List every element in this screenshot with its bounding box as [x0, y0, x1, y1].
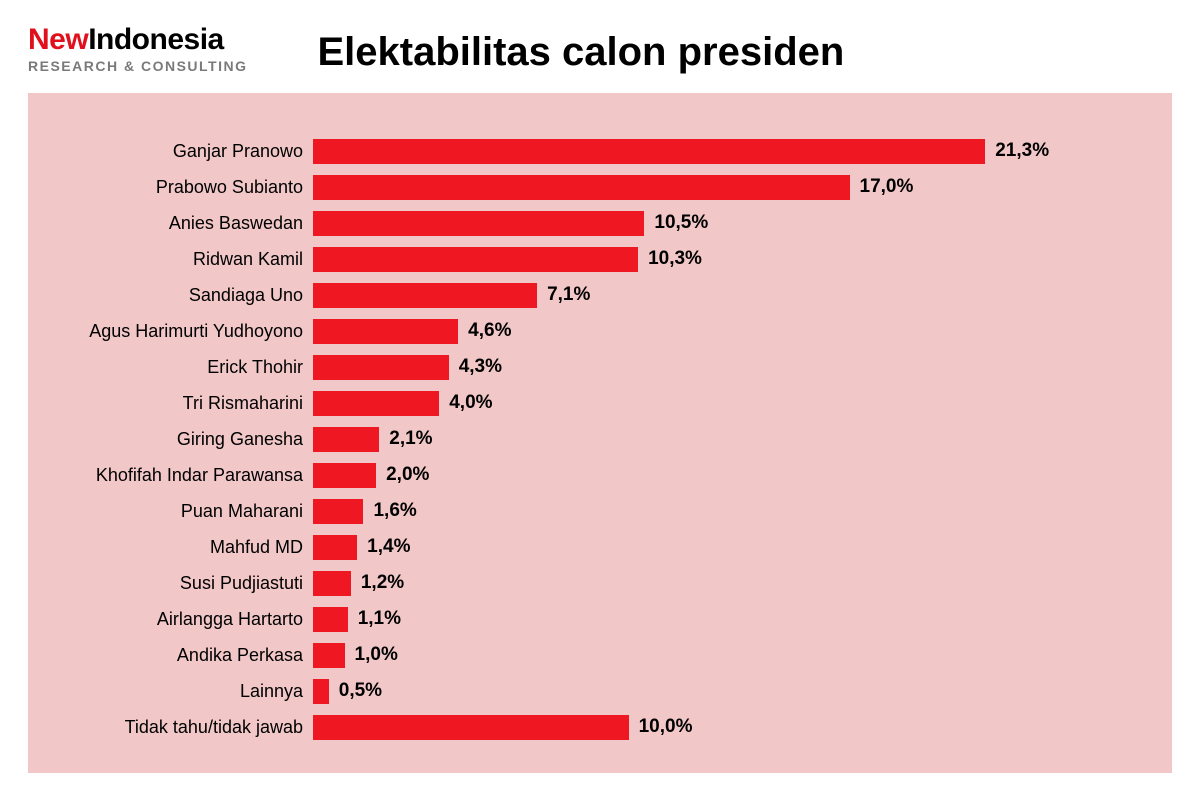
bar-track: 17,0%: [313, 175, 1102, 200]
bar-row: Ridwan Kamil 10,3%: [38, 241, 1102, 277]
chart-title: Elektabilitas calon presiden: [287, 24, 1172, 75]
bar-row: Tidak tahu/tidak jawab 10,0%: [38, 709, 1102, 745]
bar-track: 4,6%: [313, 319, 1102, 344]
bar-value: 17,0%: [860, 176, 914, 198]
bar: [313, 211, 644, 236]
bar-row: Erick Thohir 4,3%: [38, 349, 1102, 385]
bar-row: Puan Maharani 1,6%: [38, 493, 1102, 529]
bar-row: Sandiaga Uno 7,1%: [38, 277, 1102, 313]
bar: [313, 355, 449, 380]
bar-label: Giring Ganesha: [38, 429, 313, 450]
bar-label: Prabowo Subianto: [38, 177, 313, 198]
bar: [313, 499, 363, 524]
bar: [313, 139, 985, 164]
bar-label: Tidak tahu/tidak jawab: [38, 717, 313, 738]
bar-track: 10,0%: [313, 715, 1102, 740]
bar-label: Susi Pudjiastuti: [38, 573, 313, 594]
bar-value: 1,1%: [358, 608, 401, 630]
bar: [313, 283, 537, 308]
bar-track: 1,4%: [313, 535, 1102, 560]
bar-track: 1,1%: [313, 607, 1102, 632]
bar-value: 0,5%: [339, 680, 382, 702]
bar-label: Sandiaga Uno: [38, 285, 313, 306]
bar-value: 10,5%: [654, 212, 708, 234]
bar-value: 4,3%: [459, 356, 502, 378]
bar-track: 1,6%: [313, 499, 1102, 524]
bar: [313, 535, 357, 560]
bar-track: 4,3%: [313, 355, 1102, 380]
page: NewIndonesia RESEARCH & CONSULTING Elekt…: [0, 0, 1200, 800]
bar: [313, 391, 439, 416]
bar-row: Khofifah Indar Parawansa 2,0%: [38, 457, 1102, 493]
bar-row: Andika Perkasa 1,0%: [38, 637, 1102, 673]
bar-row: Lainnya 0,5%: [38, 673, 1102, 709]
bar-value: 1,6%: [373, 500, 416, 522]
bar-row: Mahfud MD 1,4%: [38, 529, 1102, 565]
bar-label: Mahfud MD: [38, 537, 313, 558]
bar-value: 10,0%: [639, 716, 693, 738]
header: NewIndonesia RESEARCH & CONSULTING Elekt…: [28, 0, 1172, 93]
bar-row: Airlangga Hartarto 1,1%: [38, 601, 1102, 637]
logo-block: NewIndonesia RESEARCH & CONSULTING: [28, 24, 247, 74]
bar: [313, 247, 638, 272]
bar-label: Erick Thohir: [38, 357, 313, 378]
bar-label: Ganjar Pranowo: [38, 141, 313, 162]
bar-row: Anies Baswedan 10,5%: [38, 205, 1102, 241]
chart-panel: Ganjar Pranowo 21,3% Prabowo Subianto 17,0%…: [28, 93, 1172, 773]
bar-label: Anies Baswedan: [38, 213, 313, 234]
bar: [313, 607, 348, 632]
bar: [313, 643, 345, 668]
bar: [313, 715, 629, 740]
bar-label: Khofifah Indar Parawansa: [38, 465, 313, 486]
logo-subtitle: RESEARCH & CONSULTING: [28, 58, 247, 74]
bar-label: Puan Maharani: [38, 501, 313, 522]
logo-word-indonesia: Indonesia: [88, 23, 224, 56]
bar-track: 0,5%: [313, 679, 1102, 704]
bar-label: Agus Harimurti Yudhoyono: [38, 321, 313, 342]
bar-track: 2,1%: [313, 427, 1102, 452]
bar: [313, 679, 329, 704]
bar-row: Agus Harimurti Yudhoyono 4,6%: [38, 313, 1102, 349]
bar-label: Lainnya: [38, 681, 313, 702]
bar-track: 7,1%: [313, 283, 1102, 308]
bar-track: 1,0%: [313, 643, 1102, 668]
bar-track: 4,0%: [313, 391, 1102, 416]
bar-value: 2,1%: [389, 428, 432, 450]
bar-value: 4,0%: [449, 392, 492, 414]
bar-value: 2,0%: [386, 464, 429, 486]
logo-line: NewIndonesia: [28, 24, 247, 56]
bar: [313, 427, 379, 452]
bar-track: 1,2%: [313, 571, 1102, 596]
bar-label: Airlangga Hartarto: [38, 609, 313, 630]
bar-label: Andika Perkasa: [38, 645, 313, 666]
bar-value: 1,2%: [361, 572, 404, 594]
bar-value: 10,3%: [648, 248, 702, 270]
bar-row: Susi Pudjiastuti 1,2%: [38, 565, 1102, 601]
bar-value: 1,0%: [355, 644, 398, 666]
bar-label: Ridwan Kamil: [38, 249, 313, 270]
bar-row: Ganjar Pranowo 21,3%: [38, 133, 1102, 169]
bar-track: 10,5%: [313, 211, 1102, 236]
bar: [313, 463, 376, 488]
bar-label: Tri Rismaharini: [38, 393, 313, 414]
bar-value: 21,3%: [995, 140, 1049, 162]
logo-word-new: New: [28, 23, 88, 56]
bar: [313, 571, 351, 596]
bar-value: 4,6%: [468, 320, 511, 342]
bar: [313, 175, 850, 200]
bar-row: Giring Ganesha 2,1%: [38, 421, 1102, 457]
bar: [313, 319, 458, 344]
bar-value: 1,4%: [367, 536, 410, 558]
bar-track: 2,0%: [313, 463, 1102, 488]
bar-row: Tri Rismaharini 4,0%: [38, 385, 1102, 421]
bar-track: 21,3%: [313, 139, 1102, 164]
bar-row: Prabowo Subianto 17,0%: [38, 169, 1102, 205]
bar-value: 7,1%: [547, 284, 590, 306]
bar-track: 10,3%: [313, 247, 1102, 272]
